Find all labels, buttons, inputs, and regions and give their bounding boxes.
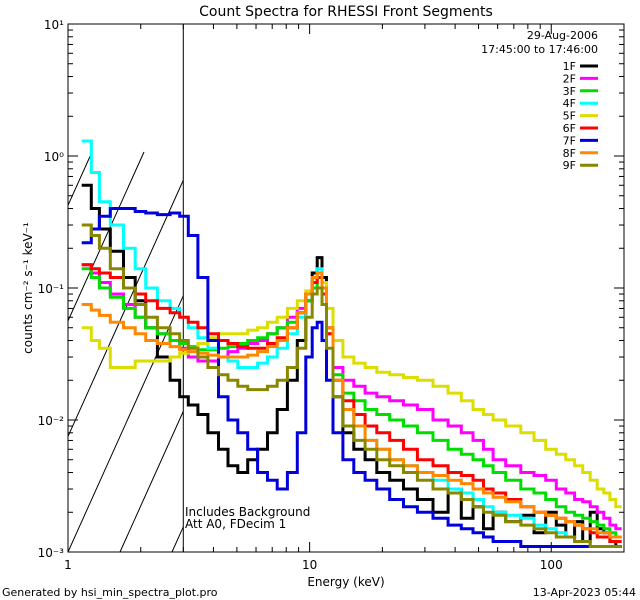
hatch-line xyxy=(68,151,145,323)
series-line-8F xyxy=(81,271,622,539)
legend-label-1F: 1F xyxy=(563,60,576,73)
note-attenuator: Att A0, FDecim 1 xyxy=(185,517,286,531)
x-tick-label: 100 xyxy=(540,558,563,572)
series-line-9F xyxy=(81,223,622,548)
axis-ticks: 1 10 100 10¹ 10⁰ 10⁻¹ 10⁻² 10⁻³ xyxy=(38,18,625,572)
x-tick-label: 1 xyxy=(64,558,72,572)
series-layer xyxy=(81,139,622,548)
y-tick-label: 10⁻¹ xyxy=(38,282,65,296)
note-background: Includes Background xyxy=(185,505,310,519)
legend-label-8F: 8F xyxy=(563,147,576,160)
y-axis-label: counts cm⁻² s⁻¹ keV⁻¹ xyxy=(21,222,35,354)
footer-timestamp: 13-Apr-2023 05:44 xyxy=(533,586,636,599)
x-axis-label: Energy (keV) xyxy=(307,575,384,589)
x-tick-label: 10 xyxy=(302,558,317,572)
chart-title: Count Spectra for RHESSI Front Segments xyxy=(199,4,493,20)
y-tick-label: 10⁻³ xyxy=(38,546,65,560)
hatch-line xyxy=(119,410,184,552)
legend-label-3F: 3F xyxy=(563,85,576,98)
y-tick-label: 10¹ xyxy=(44,18,64,32)
legend-label-2F: 2F xyxy=(563,72,576,85)
annotation-date: 29-Aug-2006 xyxy=(527,29,598,42)
footer-generator: Generated by hsi_min_spectra_plot.pro xyxy=(2,586,218,599)
hatch-line xyxy=(68,179,184,438)
y-tick-label: 10⁻² xyxy=(38,414,65,428)
legend-label-4F: 4F xyxy=(563,97,576,110)
annotation-time: 17:45:00 to 17:46:00 xyxy=(481,43,598,56)
series-line-7F xyxy=(81,207,622,548)
legend-label-6F: 6F xyxy=(563,122,576,135)
legend-label-5F: 5F xyxy=(563,110,576,123)
legend-label-7F: 7F xyxy=(563,134,576,147)
legend-label-9F: 9F xyxy=(563,159,576,172)
y-tick-label: 10⁰ xyxy=(44,150,64,164)
